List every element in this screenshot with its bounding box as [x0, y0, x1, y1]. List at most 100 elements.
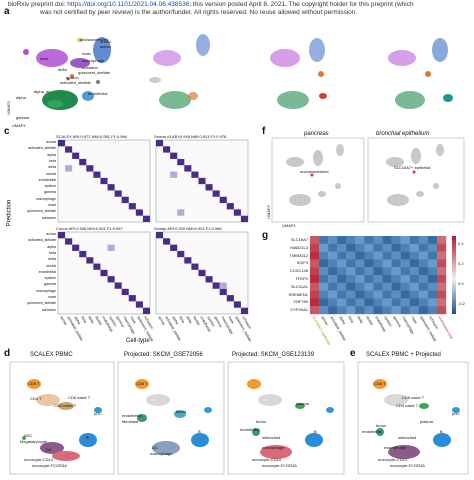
panel-f-label-slc16a7: SLC16A7+ epithelial — [394, 165, 431, 170]
panel-a-label-beta: beta — [40, 56, 48, 61]
heatmap-cell — [310, 259, 320, 268]
panel-a-label-alpha-er: alpha_er — [34, 89, 50, 94]
heatmap-cell — [418, 243, 429, 252]
panel-a-umaps — [23, 34, 453, 110]
confusion-row-label: epsilon — [44, 184, 56, 189]
heatmap-cell — [328, 236, 338, 244]
confusion-diagonal-cell — [156, 140, 164, 147]
confusion-diagonal-cell — [184, 165, 192, 172]
preprint-header-line2: was not certified by peer review) is the… — [40, 9, 358, 16]
heatmap-cell — [382, 282, 392, 291]
heatmap-cell — [337, 267, 347, 276]
umap-a3 — [270, 38, 327, 109]
panel-a-label-uncharacterized: uncharacterized — [80, 37, 109, 42]
heatmap-cell — [391, 290, 401, 299]
confusion-diagonal-cell — [163, 146, 171, 153]
panel-a-label-gamma: gamma — [16, 115, 30, 120]
confusion-diagonal-cell — [142, 215, 150, 222]
e-label-monocyte-cd14: monocyte-CD14 — [378, 457, 407, 462]
panel-a-label-quiescent-stellate: quiescent_stellate — [78, 70, 111, 75]
colorbar-tick-label: 0.0 — [458, 281, 464, 286]
heatmap-cell — [346, 275, 356, 283]
confusion-row-label: beta — [49, 158, 56, 163]
confusion-diagonal-cell — [128, 203, 136, 210]
heatmap-cell — [319, 259, 329, 268]
heatmap-cell — [409, 290, 419, 299]
heatmap-cell — [328, 282, 338, 291]
e-label-endothelial: endothelial — [362, 429, 382, 434]
confusion-row-label: quiescent_stellate — [27, 301, 56, 306]
confusion-row-label: epsilon — [44, 276, 56, 281]
heatmap-cell — [436, 275, 447, 283]
heatmap-cell — [328, 267, 338, 276]
confusion-diagonal-cell — [226, 295, 234, 302]
panel-a-axis-umap1: UMAP1 — [12, 123, 26, 128]
umap-a2 — [149, 34, 210, 109]
panel-g-letter: g — [262, 230, 269, 241]
proj2-label-osteoclast: osteoclast — [262, 435, 281, 440]
confusion-diagonal-cell — [58, 140, 66, 147]
panel-d-title-proj1: Projected: SKCM_GSE72056 — [124, 352, 203, 358]
heatmap-gene-label: SLC31A1 — [290, 283, 308, 289]
heatmap-cell — [364, 251, 374, 260]
confusion-row-label: alpha — [47, 244, 56, 249]
confusion-title: Seurat v3 ARI:0.948 NMI:0.913 F1:0.978 — [154, 134, 227, 139]
confusion-diagonal-cell — [198, 269, 206, 277]
heatmap-cell — [418, 275, 429, 283]
heatmap-cell — [391, 236, 401, 244]
heatmap-cell — [310, 236, 320, 244]
heatmap-cell — [310, 243, 320, 252]
confusion-diagonal-cell — [240, 307, 248, 314]
e-label-cd4-naive-t: CD4 naive T — [396, 403, 419, 408]
heatmap-cell — [319, 251, 329, 260]
heatmap-cell — [337, 243, 347, 252]
confusion-offdiag-cell — [107, 244, 115, 251]
e-label-cd8-t: CD8 T — [374, 381, 386, 386]
heatmap-cell — [355, 306, 365, 315]
heatmap-cell — [337, 275, 347, 283]
heatmap-cell — [436, 251, 447, 260]
confusion-diagonal-cell — [93, 171, 101, 178]
heatmap-cell — [364, 236, 374, 244]
heatmap-cell — [355, 251, 365, 260]
confusion-diagonal-cell — [177, 158, 185, 166]
heatmap-cell — [391, 251, 401, 260]
confusion-diagonal-cell — [107, 184, 115, 191]
pbmc-label-pdc: pDC — [94, 411, 103, 416]
heatmap-cell — [310, 275, 320, 283]
heatmap-cell — [418, 282, 429, 291]
confusion-row-label: acinar — [46, 232, 56, 236]
heatmap-cell — [364, 298, 374, 307]
heatmap-cell — [319, 236, 329, 244]
heatmap-cell — [427, 298, 438, 307]
heatmap-cell — [319, 282, 329, 291]
heatmap-cell — [418, 267, 429, 276]
confusion-row-label: endothelial — [38, 269, 56, 274]
proj1-label-dc: DC — [152, 445, 158, 450]
heatmap-cell — [319, 275, 329, 283]
confusion-diagonal-cell — [79, 250, 87, 258]
panel-f-right-title: bronchial epithelium — [376, 131, 430, 137]
confusion-row-label: activated_stellate — [28, 146, 56, 151]
doi-link[interactable]: https://doi.org/10.1101/2021.04.06.43853… — [67, 1, 190, 8]
confusion-diagonal-cell — [93, 263, 101, 270]
e-label-tumor: tumor — [376, 423, 387, 428]
heatmap-cell — [355, 259, 365, 268]
heatmap-cell — [391, 298, 401, 307]
confusion-diagonal-cell — [65, 146, 73, 153]
e-label-macrophage: macrophage — [384, 445, 407, 450]
heatmap-cell — [400, 298, 410, 307]
heatmap-cell — [310, 267, 320, 276]
colorbar-tick-label: -0.2 — [458, 301, 465, 306]
heatmap-gene-label: TFDP2 — [295, 276, 308, 281]
panel-a-label-schwann: schwann — [82, 65, 98, 70]
confusion-offdiag-cell — [170, 171, 178, 178]
proj2-label-monocyte-cd14: monocyte-CD14 — [252, 457, 281, 462]
heatmap-cell — [346, 267, 356, 276]
confusion-diagonal-cell — [72, 152, 80, 159]
confusion-diagonal-cell — [212, 190, 220, 197]
heatmap-cell — [310, 298, 320, 307]
heatmap-cell — [400, 243, 410, 252]
heatmap-cell — [346, 290, 356, 299]
confusion-diagonal-cell — [198, 177, 206, 185]
